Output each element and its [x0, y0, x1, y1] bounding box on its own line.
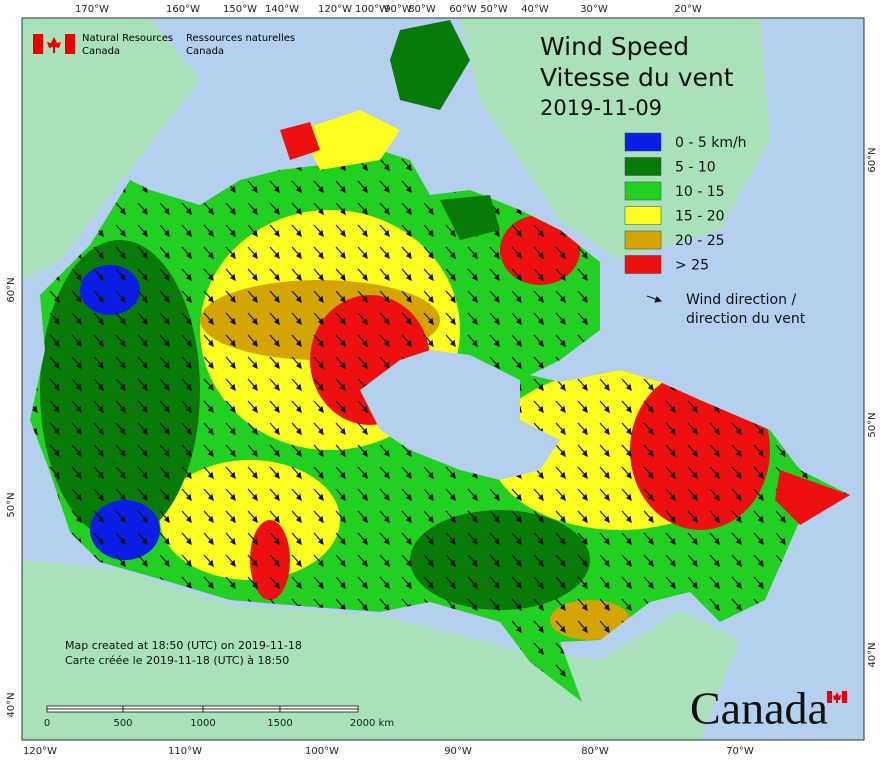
- legend-swatch: [624, 255, 662, 274]
- lon-label: 140°W: [265, 4, 299, 15]
- lon-label: 90°W: [384, 4, 412, 15]
- scale-segment: [279, 705, 359, 710]
- legend-label: 20 - 25: [675, 233, 725, 249]
- flag-bar: [65, 34, 75, 54]
- greenland: [460, 18, 770, 260]
- title: Wind Speed: [540, 32, 689, 61]
- direction-label: Wind direction /: [686, 292, 796, 308]
- maple-leaf: [833, 692, 841, 703]
- newfoundland: [775, 470, 850, 525]
- scale-segment: [202, 705, 281, 710]
- agency-fr: Canada: [186, 46, 224, 57]
- lon-label: 110°W: [168, 746, 202, 757]
- title: Vitesse du vent: [540, 63, 734, 92]
- lon-label: 100°W: [305, 746, 339, 757]
- nrcan-logo: Natural Resources Canada Ressources natu…: [33, 33, 295, 57]
- legend-label: 5 - 10: [675, 160, 716, 176]
- lat-label: 60°N: [867, 147, 878, 172]
- legend-label: 15 - 20: [675, 209, 725, 225]
- lon-label: 120°W: [23, 746, 57, 757]
- lon-label: 100°W: [355, 4, 389, 15]
- scale-label: 1000: [190, 718, 215, 729]
- footer: Carte créée le 2019-11-18 (UTC) à 18:50: [65, 654, 289, 667]
- legend-swatch: [624, 230, 662, 250]
- lon-label: 80°W: [581, 746, 609, 757]
- scale-segment: [122, 705, 204, 710]
- ellesmere: [390, 20, 470, 110]
- scale-segment: [46, 708, 124, 713]
- direction-key: [646, 295, 663, 303]
- scale-label: 0: [44, 718, 50, 729]
- alaska-russia: [22, 18, 200, 280]
- direction-label: direction du vent: [686, 311, 806, 327]
- scale-label: 1500: [267, 718, 292, 729]
- legend-label: > 25: [675, 258, 709, 274]
- lon-label: 170°W: [75, 4, 109, 15]
- scale-segment: [202, 708, 281, 713]
- lon-label: 90°W: [444, 746, 472, 757]
- arrow-head: [654, 296, 663, 303]
- arctic-island: [440, 195, 500, 240]
- lon-label: 30°W: [580, 4, 608, 15]
- lon-label: 60°W: [449, 4, 477, 15]
- graticule: 170°W 160°W 150°W 140°W 120°W 100°W90°W80°W 60…: [6, 4, 878, 757]
- date: 2019-11-09: [540, 96, 662, 120]
- lon-label: 120°W: [318, 4, 352, 15]
- scale-label: 2000 km: [350, 718, 394, 729]
- lat-label: 40°N: [6, 692, 17, 717]
- legend: 0 - 5 km/h 5 - 10 10 - 15 15 - 20 20 - 25 > 2…: [624, 132, 747, 274]
- lon-label: 70°W: [726, 746, 754, 757]
- lon-label: 150°W: [223, 4, 257, 15]
- scale-segment: [122, 708, 204, 713]
- lon-label: 80°W: [408, 4, 436, 15]
- scale-segment: [279, 708, 359, 713]
- lon-label: 40°W: [521, 4, 549, 15]
- scale-label: 500: [113, 718, 132, 729]
- maple-leaf: [47, 37, 61, 53]
- lon-label: 20°W: [674, 4, 702, 15]
- hudson-bay: [360, 350, 560, 480]
- legend-swatch: [624, 157, 662, 176]
- agency-en: Canada: [82, 46, 120, 57]
- lat-label: 60°N: [6, 277, 17, 302]
- united-states: [22, 560, 740, 740]
- scale-bar: 0 500 1000 1500 2000 km: [44, 705, 394, 729]
- lat-label: 40°N: [867, 642, 878, 667]
- flag-bar: [827, 691, 832, 703]
- legend-swatch: [624, 181, 662, 201]
- wordmark: Canada: [690, 683, 828, 734]
- lat-label: 50°N: [6, 492, 17, 517]
- wordmark-flag: [827, 691, 847, 703]
- lat-label: 50°N: [867, 412, 878, 437]
- flag-bar: [33, 34, 43, 54]
- legend-swatch: [624, 132, 662, 152]
- map-border: [21, 17, 865, 741]
- agency-fr: Ressources naturelles: [186, 33, 295, 44]
- footer: Map created at 18:50 (UTC) on 2019-11-18: [65, 639, 302, 652]
- legend-swatch: [624, 206, 662, 225]
- arctic-island: [300, 110, 400, 170]
- flag-bar: [842, 691, 847, 703]
- arctic-island: [280, 122, 320, 160]
- map-area: [22, 18, 864, 740]
- legend-label: 10 - 15: [675, 184, 725, 200]
- lon-label: 50°W: [480, 4, 508, 15]
- lon-label: 160°W: [166, 4, 200, 15]
- scale-segment: [46, 705, 124, 710]
- agency-en: Natural Resources: [82, 33, 173, 44]
- legend-label: 0 - 5 km/h: [675, 135, 747, 151]
